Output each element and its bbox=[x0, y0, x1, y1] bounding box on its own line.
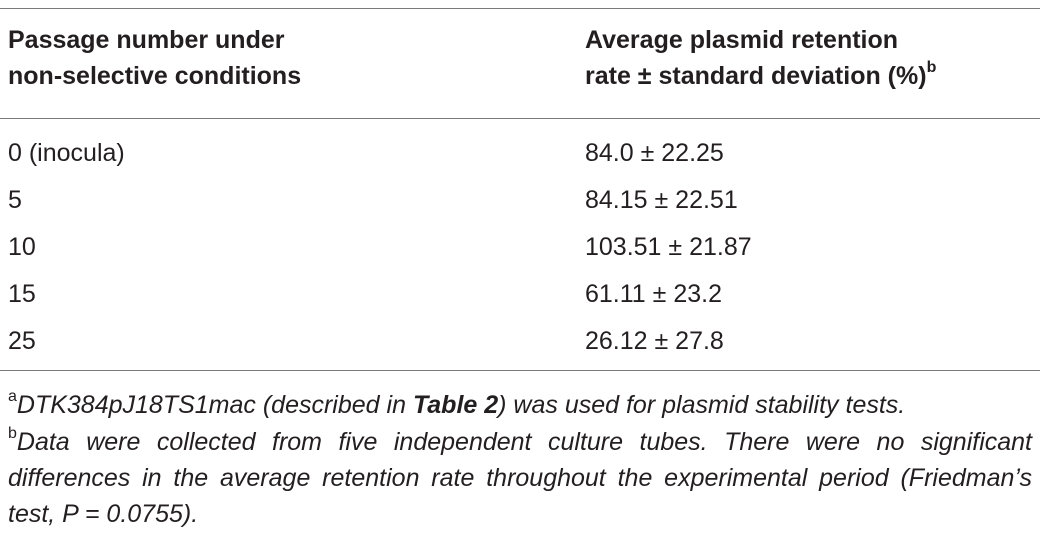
header-cell: Average plasmid retention rate ± standar… bbox=[585, 22, 936, 94]
table-cell: 84.0 ± 22.25 bbox=[585, 139, 724, 167]
header-line: Passage number under bbox=[8, 26, 285, 54]
footnote: bData were collected from five independe… bbox=[8, 424, 1032, 532]
bottom-rule bbox=[0, 370, 1040, 371]
footnote-text: ) was used for plasmid stability tests. bbox=[498, 391, 906, 419]
table-cell: 61.11 ± 23.2 bbox=[585, 280, 722, 308]
footnote: aDTK384pJ18TS1mac (described in Table 2)… bbox=[8, 387, 1032, 423]
table-cell: 10 bbox=[8, 233, 36, 261]
table-cell: 26.12 ± 27.8 bbox=[585, 327, 724, 355]
footnote-mark: a bbox=[8, 387, 17, 405]
table-cell: 15 bbox=[8, 280, 36, 308]
table-cell: 25 bbox=[8, 327, 36, 355]
top-rule bbox=[0, 8, 1040, 9]
table-cell: 0 (inocula) bbox=[8, 139, 125, 167]
footnote-text: Data were collected from five independen… bbox=[8, 428, 1032, 528]
header-line: Average plasmid retention bbox=[585, 26, 899, 54]
footnote-ref-text: Table 2 bbox=[412, 391, 499, 419]
header-line: rate ± standard deviation (%)b bbox=[585, 58, 936, 94]
table-cell: 103.51 ± 21.87 bbox=[585, 233, 752, 261]
header-cell: Passage number under non-selective condi… bbox=[8, 22, 301, 94]
table-cell: 84.15 ± 22.51 bbox=[585, 186, 738, 214]
footnote-mark: b bbox=[8, 424, 17, 442]
header-text: rate ± standard deviation (%) bbox=[585, 62, 927, 90]
footnote-ref: b bbox=[926, 58, 937, 76]
table-cell: 5 bbox=[8, 186, 22, 214]
footnote-text: DTK384pJ18TS1mac (described in bbox=[16, 391, 413, 419]
header-rule bbox=[0, 118, 1040, 119]
header-line: non-selective conditions bbox=[8, 62, 302, 90]
